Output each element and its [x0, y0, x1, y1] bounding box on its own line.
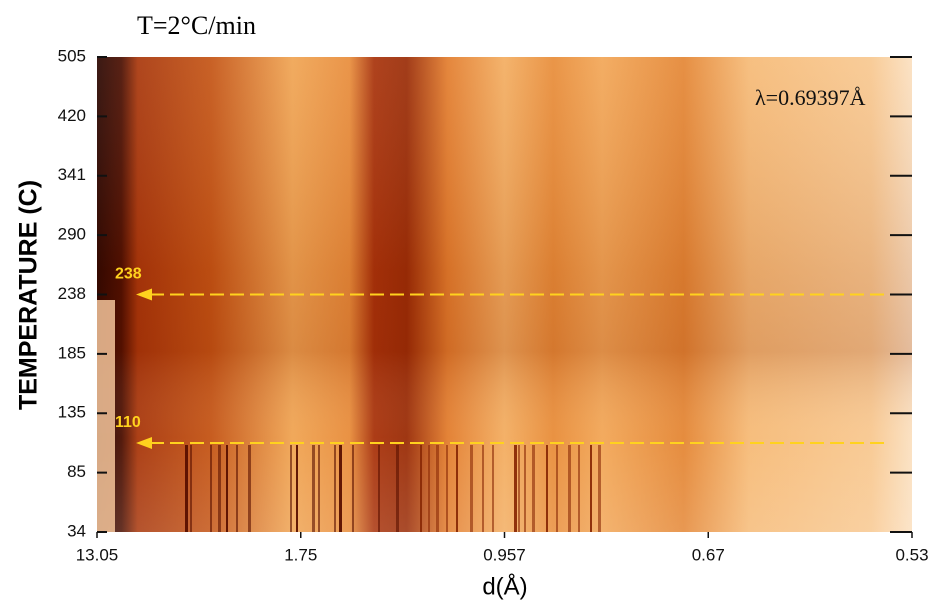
- x-tick-label: 13.05: [76, 545, 119, 564]
- y-tick-label: 420: [58, 106, 86, 125]
- x-tick-label: 0.67: [692, 545, 725, 564]
- y-tick-label: 341: [58, 165, 86, 184]
- x-tick-label: 0.53: [895, 545, 928, 564]
- y-axis-label: TEMPERATURE (C): [15, 180, 43, 410]
- y-tick-label: 238: [58, 284, 86, 303]
- arrow-label: 238: [115, 266, 142, 283]
- chart-title: T=2°C/min: [137, 11, 256, 40]
- y-tick-label: 135: [58, 403, 86, 422]
- y-tick-label: 290: [58, 225, 86, 244]
- y-tick-label: 85: [67, 462, 86, 481]
- y-tick-label: 34: [67, 521, 86, 540]
- y-tick-label: 505: [58, 46, 86, 65]
- arrow-head: [136, 288, 152, 301]
- annotation: λ=0.69397Å: [755, 85, 866, 110]
- x-tick-label: 1.75: [284, 545, 317, 564]
- arrow-label: 110: [115, 414, 141, 431]
- x-tick-label: 0.957: [483, 545, 526, 564]
- arrow-head: [136, 436, 152, 449]
- y-tick-label: 185: [58, 343, 86, 362]
- x-axis-label: d(Å): [482, 572, 527, 600]
